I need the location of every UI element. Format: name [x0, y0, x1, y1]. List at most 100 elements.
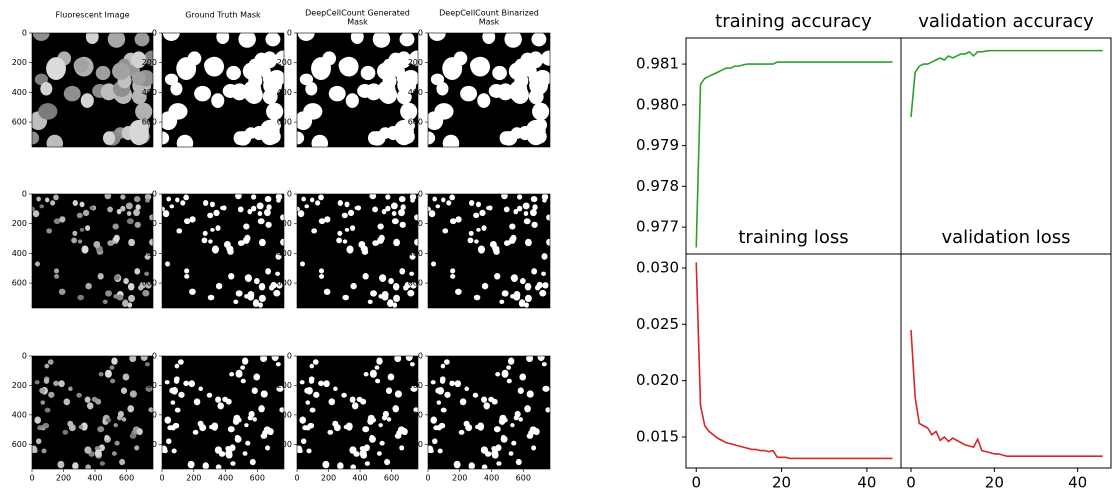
cell — [506, 365, 512, 370]
cell — [42, 422, 50, 429]
cell — [240, 365, 246, 370]
cell — [315, 200, 321, 206]
cell — [297, 131, 305, 145]
cell — [35, 438, 42, 445]
cell — [400, 102, 418, 121]
cell — [44, 197, 50, 203]
cell — [338, 58, 354, 73]
cell — [76, 392, 82, 398]
cell — [313, 391, 320, 398]
x-tick-label: 200 — [321, 474, 336, 483]
cell — [308, 378, 315, 384]
cell — [82, 209, 90, 217]
cell — [532, 102, 550, 121]
cell — [238, 33, 256, 48]
cell — [297, 210, 305, 218]
cell — [32, 33, 50, 41]
image — [162, 33, 284, 147]
cell — [531, 33, 547, 47]
cell — [144, 362, 150, 367]
cell — [358, 241, 366, 248]
cell — [134, 33, 150, 47]
cell — [36, 196, 41, 202]
cell — [307, 422, 315, 429]
cell — [384, 458, 391, 466]
cell — [432, 196, 438, 202]
cell — [442, 228, 449, 234]
cell — [337, 462, 344, 469]
cell — [80, 93, 94, 108]
cell — [280, 238, 284, 246]
cell — [276, 198, 281, 203]
cell — [342, 239, 348, 244]
cell — [391, 218, 399, 225]
cell — [534, 284, 541, 291]
cell — [265, 268, 272, 275]
cell — [414, 214, 418, 221]
cell — [516, 194, 523, 200]
cell — [145, 282, 152, 289]
y-tick-label: 0 — [418, 29, 423, 38]
cell — [428, 33, 446, 41]
cell — [202, 200, 209, 207]
y-tick-label: 0.980 — [636, 95, 679, 113]
cell — [209, 424, 214, 430]
cell — [455, 216, 462, 223]
cell — [394, 390, 402, 398]
cell — [305, 400, 311, 405]
cell — [378, 423, 383, 428]
cell — [523, 211, 529, 216]
cell — [253, 373, 261, 381]
cell — [533, 428, 540, 436]
cell — [204, 58, 219, 73]
cell — [217, 402, 224, 410]
cell — [495, 372, 501, 377]
cell — [370, 290, 378, 297]
cell — [99, 461, 106, 466]
cell — [258, 302, 263, 308]
y-tick-label: 0.978 — [636, 177, 679, 195]
cell — [363, 372, 369, 377]
cell — [480, 446, 488, 454]
cell — [370, 417, 377, 423]
cell — [430, 416, 438, 424]
cell — [58, 288, 66, 295]
cell — [399, 33, 415, 47]
cell — [77, 239, 83, 244]
cell — [226, 65, 241, 81]
image — [162, 194, 284, 308]
cell — [242, 62, 261, 80]
cell — [34, 261, 41, 267]
cell — [520, 277, 526, 285]
cell — [145, 385, 153, 392]
cell — [438, 422, 446, 429]
cell — [349, 446, 357, 454]
y-tick-label: 0 — [418, 190, 423, 199]
cell — [176, 228, 183, 234]
cell — [510, 274, 517, 281]
cell — [299, 416, 307, 424]
cell — [390, 202, 398, 210]
cell — [107, 240, 114, 247]
cell — [223, 241, 231, 248]
cell — [135, 102, 153, 121]
cell — [235, 194, 242, 200]
y-tick-label: 600 — [142, 118, 157, 127]
cell — [441, 197, 446, 203]
cell — [449, 194, 456, 201]
cell — [72, 462, 79, 469]
cell — [184, 268, 190, 274]
cell — [85, 464, 91, 469]
cell — [464, 386, 470, 391]
cell — [309, 363, 315, 369]
y-tick-label: 400 — [408, 410, 423, 419]
cell — [113, 274, 121, 281]
cell — [98, 372, 104, 377]
cell — [468, 230, 474, 236]
cell — [501, 434, 506, 441]
y-tick-label: 600 — [142, 440, 157, 449]
cell — [94, 449, 102, 458]
cell — [170, 400, 176, 405]
image-frame — [31, 32, 154, 148]
cell — [120, 194, 126, 200]
